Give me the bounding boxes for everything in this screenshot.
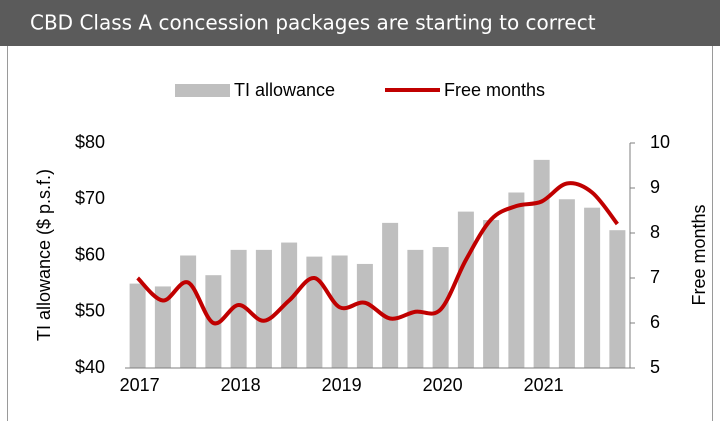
bar — [533, 159, 550, 368]
bar — [558, 199, 575, 368]
y-tick-label: $60 — [75, 244, 105, 264]
x-tick-label: 2021 — [524, 375, 564, 395]
bar — [306, 256, 323, 368]
chart-title: CBD Class A concession packages are star… — [30, 11, 596, 35]
bar — [331, 255, 348, 368]
title-banner — [0, 0, 720, 46]
y2-tick-label: 6 — [650, 312, 660, 332]
bar — [356, 263, 373, 368]
legend-swatch — [175, 84, 230, 97]
y2-tick-label: 9 — [650, 177, 660, 197]
y-tick-label: $50 — [75, 301, 105, 321]
y-tick-label: $80 — [75, 132, 105, 152]
y-tick-label: $70 — [75, 188, 105, 208]
bar — [230, 249, 247, 368]
y2-tick-label: 10 — [650, 132, 670, 152]
bar — [255, 249, 272, 368]
x-tick-label: 2018 — [221, 375, 261, 395]
bar — [457, 211, 474, 368]
bar — [483, 220, 500, 368]
x-tick-label: 2020 — [423, 375, 463, 395]
bar — [508, 192, 525, 368]
bar — [129, 283, 146, 368]
line — [136, 181, 619, 326]
y-tick-label: $40 — [75, 357, 105, 377]
bar — [584, 207, 601, 368]
x-tick-label: 2017 — [120, 375, 160, 395]
y-axis-label: TI allowance ($ p.s.f.) — [34, 169, 54, 341]
bar — [281, 242, 298, 368]
y2-tick-label: 5 — [650, 357, 660, 377]
legend-label: TI allowance — [234, 80, 335, 100]
bar — [609, 230, 626, 368]
bar — [180, 255, 197, 368]
y2-tick-label: 7 — [650, 267, 660, 287]
bar — [154, 286, 171, 368]
x-tick-label: 2019 — [322, 375, 362, 395]
bar — [382, 222, 399, 368]
legend-label: Free months — [444, 80, 545, 100]
y2-axis-label: Free months — [689, 204, 709, 305]
bar — [407, 249, 424, 368]
y2-tick-label: 8 — [650, 222, 660, 242]
